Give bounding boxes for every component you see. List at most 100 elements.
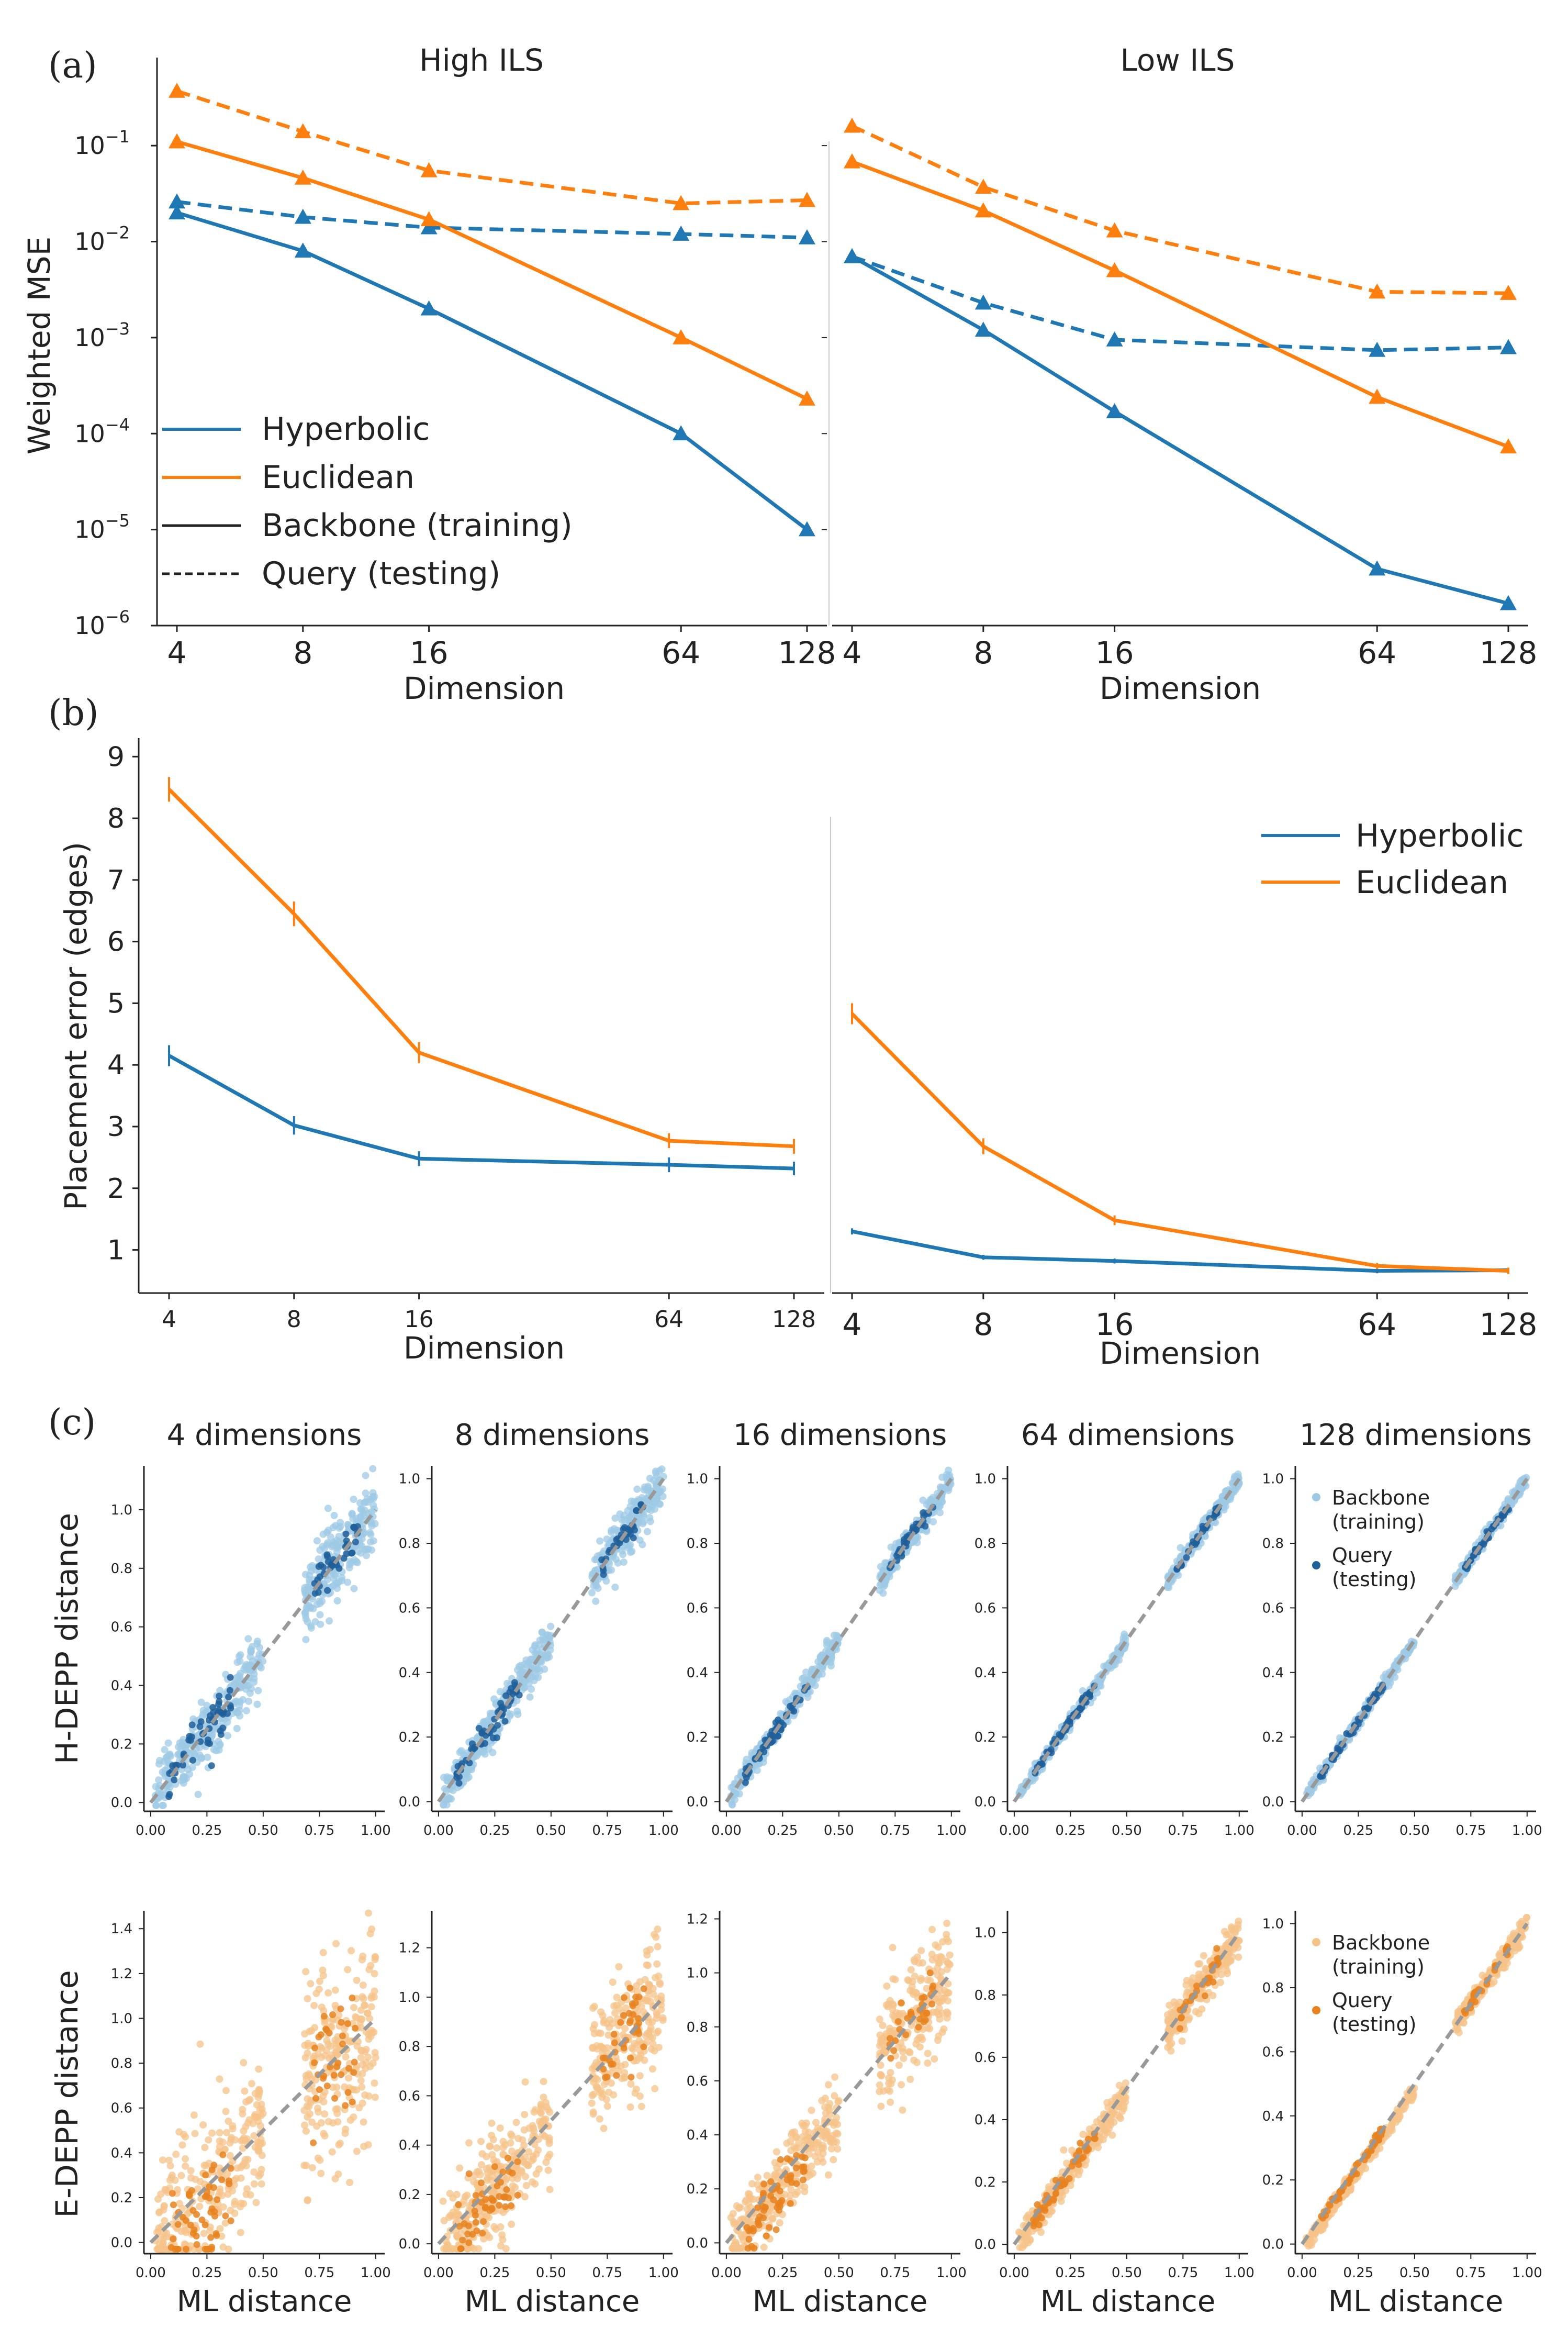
c-query-point (630, 2011, 637, 2018)
c-backbone-point (588, 2091, 596, 2099)
c-backbone-point (210, 1746, 218, 1754)
c-ytick-label: 0.6 (975, 1600, 996, 1616)
b-ytick-label: 5 (107, 988, 125, 1019)
c-backbone-point (522, 1656, 530, 1664)
c-backbone-point (359, 1981, 367, 1989)
c-backbone-point (253, 1638, 261, 1645)
c-query-point (514, 2191, 521, 2199)
c-query-point (180, 1762, 187, 1769)
c-backbone-point (250, 2168, 258, 2176)
c-query-point (616, 1539, 623, 1546)
a-xtick-label: 128 (1480, 635, 1538, 671)
c-query-point (337, 2005, 344, 2012)
c-backbone-point (538, 1628, 546, 1636)
c-query-point (628, 2074, 635, 2081)
c-query-point (219, 2151, 227, 2158)
c-backbone-point (353, 2147, 361, 2155)
c-backbone-point (353, 2042, 361, 2050)
a-data-marker (1369, 560, 1386, 576)
a-xtick-label: 16 (410, 635, 449, 671)
c-query-point (169, 2190, 176, 2197)
c-backbone-point (507, 2130, 515, 2138)
c-ytick-label: 0.0 (687, 2235, 708, 2251)
c-query-point (191, 2226, 198, 2234)
c-backbone-point (640, 1518, 647, 1525)
c-xtick-label: 0.75 (880, 1823, 910, 1839)
a-data-marker (975, 179, 992, 194)
c-backbone-point (938, 1485, 946, 1492)
c-backbone-point (318, 2003, 326, 2011)
c-ytick-label: 0.2 (687, 1730, 708, 1745)
c-ytick-label: 1.0 (975, 1472, 996, 1487)
c-backbone-point (225, 2245, 232, 2253)
c-query-point (351, 1524, 359, 1532)
c-query-point (197, 1738, 204, 1745)
c-backbone-point (357, 1549, 365, 1557)
c-backbone-point (456, 2164, 464, 2172)
c-legend-query-l1: Query (1332, 1544, 1392, 1567)
c-xtick-label: 1.00 (648, 1823, 679, 1839)
c-query-point (324, 1587, 331, 1594)
c-query-point (454, 1763, 462, 1770)
c-backbone-point (255, 2087, 263, 2095)
c-query-point (465, 2222, 472, 2230)
a-data-marker (1500, 339, 1517, 354)
c-query-point (640, 1985, 647, 1992)
c-backbone-point (600, 2124, 608, 2132)
c-legend-query-l2: (testing) (1332, 1568, 1416, 1591)
b-xlabel-low: Dimension (1100, 1335, 1261, 1371)
c-ytick-label: 0.6 (111, 2101, 132, 2117)
c-query-point (330, 2071, 338, 2079)
c-query-point (626, 2019, 633, 2026)
c-legend-query-marker (1312, 1561, 1320, 1569)
c-backbone-point (600, 2045, 608, 2053)
c-query-point (468, 1740, 476, 1747)
c-query-point (471, 2208, 478, 2215)
c-backbone-point (250, 2180, 258, 2188)
c-backbone-point (754, 2174, 761, 2181)
c-backbone-point (643, 1951, 651, 1959)
c-backbone-point (603, 2102, 611, 2110)
c-backbone-point (596, 1537, 604, 1545)
c-backbone-point (256, 2106, 264, 2113)
c-xtick-label: 0.75 (1168, 1823, 1198, 1839)
c-query-point (209, 1704, 217, 1711)
c-backbone-point (456, 1748, 464, 1756)
c-ytick-label: 0.0 (975, 1794, 996, 1810)
c-backbone-point (658, 1485, 666, 1493)
a-series-line (851, 160, 1509, 449)
c-backbone-point (232, 1697, 240, 1705)
b-series-line (167, 788, 794, 1149)
c-query-point (315, 2033, 322, 2041)
c-ytick-label: 0.2 (111, 1736, 132, 1752)
c-backbone-point (254, 2138, 262, 2146)
c-backbone-point (496, 2124, 504, 2132)
c-ytick-label: 0.6 (399, 2088, 420, 2104)
c-backbone-point (177, 2227, 185, 2235)
c-backbone-point (159, 1801, 167, 1809)
c-backbone-point (248, 2080, 255, 2088)
a-data-marker (1369, 341, 1386, 357)
c-backbone-point (244, 1635, 252, 1643)
c-backbone-point (361, 1529, 368, 1536)
c-ytick-label: 1.0 (1262, 1472, 1284, 1487)
c-backbone-point (240, 2059, 248, 2067)
a-series-line (851, 124, 1509, 295)
c-backbone-point (365, 1909, 373, 1917)
c-xtick-label: 0.50 (248, 1823, 278, 1839)
c-query-point (335, 1565, 343, 1572)
c-xtick-label: 0.00 (136, 1823, 166, 1839)
c-title-3: 64 dimensions (1021, 1418, 1235, 1452)
c-query-point (627, 2054, 634, 2062)
c-backbone-point (900, 2055, 908, 2063)
c-subplot-e-4: 0.00 0.25 0.50 0.75 1.000.00.20.40.60.81.01.… (111, 1909, 391, 2319)
c-backbone-point (233, 1724, 241, 1732)
c-query-point (193, 2241, 200, 2248)
a-data-marker (294, 170, 311, 185)
c-backbone-point (334, 2170, 342, 2178)
c-query-point (174, 2245, 182, 2253)
c-backbone-point (522, 2181, 530, 2189)
c-backbone-point (529, 2122, 536, 2130)
c-backbone-point (196, 2202, 204, 2210)
c-backbone-point (945, 1466, 953, 1474)
